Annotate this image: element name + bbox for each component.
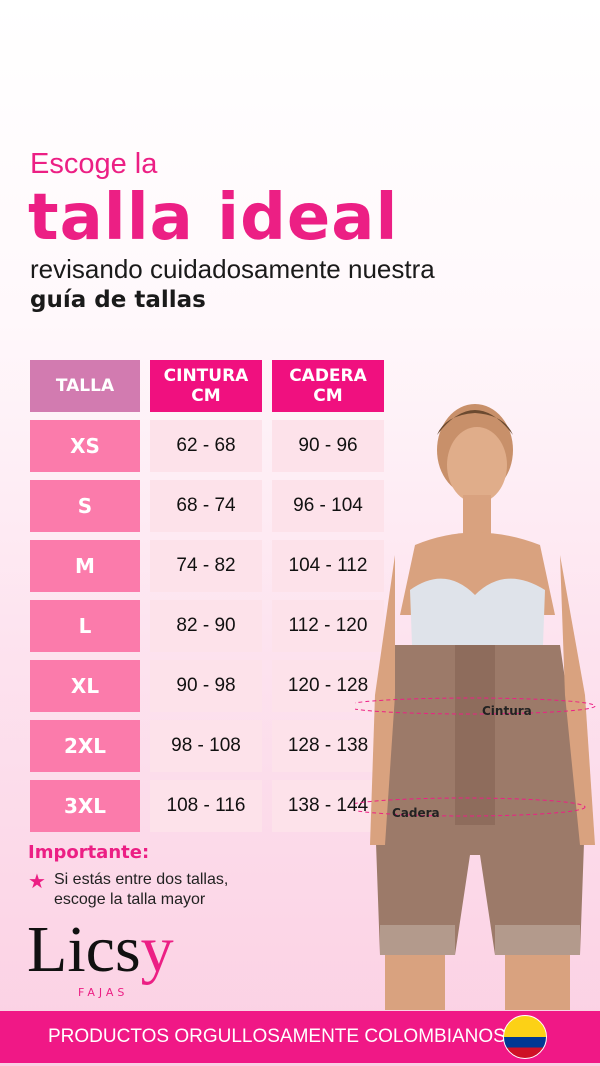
note-line2: escoge la talla mayor (54, 891, 206, 908)
table-cell-size: S (30, 480, 140, 532)
table-cell-hip: 104 - 112 (272, 540, 384, 592)
logo-accent: y (140, 913, 174, 986)
star-icon: ★ (28, 869, 46, 893)
note-line1: Si estás entre dos tallas, (54, 871, 229, 888)
logo-main: Lics (27, 913, 141, 986)
table-cell-size: M (30, 540, 140, 592)
table-cell-hip: 112 - 120 (272, 600, 384, 652)
table-cell-hip: 138 - 144 (272, 780, 384, 832)
heading-title: talla ideal (28, 181, 399, 255)
note-text: Si estás entre dos tallas, escoge la tal… (54, 870, 228, 910)
table-cell-waist: 74 - 82 (150, 540, 262, 592)
table-cell-size: XS (30, 420, 140, 472)
colombia-flag-icon (503, 1015, 547, 1059)
table-cell-waist: 68 - 74 (150, 480, 262, 532)
footer-banner: PRODUCTOS ORGULLOSAMENTE COLOMBIANOS (0, 1011, 600, 1063)
table-cell-waist: 108 - 116 (150, 780, 262, 832)
heading-line1: Escoge la (30, 148, 158, 180)
table-header-waist: CINTURA CM (150, 360, 262, 412)
heading-line3: revisando cuidadosamente nuestra (30, 254, 435, 284)
table-cell-size: L (30, 600, 140, 652)
brand-logo: Licsy (27, 917, 174, 983)
table-cell-waist: 62 - 68 (150, 420, 262, 472)
table-cell-hip: 128 - 138 (272, 720, 384, 772)
waist-label: Cintura (482, 704, 532, 718)
note-title: Importante: (28, 842, 150, 863)
table-cell-waist: 98 - 108 (150, 720, 262, 772)
heading-line4: guía de tallas (30, 287, 206, 313)
table-cell-size: 3XL (30, 780, 140, 832)
table-cell-hip: 120 - 128 (272, 660, 384, 712)
table-cell-size: XL (30, 660, 140, 712)
table-cell-waist: 90 - 98 (150, 660, 262, 712)
hip-label: Cadera (392, 806, 440, 820)
table-cell-waist: 82 - 90 (150, 600, 262, 652)
logo-subtitle: FAJAS (78, 986, 129, 999)
table-cell-hip: 96 - 104 (272, 480, 384, 532)
model-photo (355, 404, 596, 1010)
table-header-hip: CADERA CM (272, 360, 384, 412)
table-header-size: TALLA (30, 360, 140, 412)
table-cell-size: 2XL (30, 720, 140, 772)
banner-text: PRODUCTOS ORGULLOSAMENTE COLOMBIANOS (48, 1026, 506, 1047)
table-cell-hip: 90 - 96 (272, 420, 384, 472)
